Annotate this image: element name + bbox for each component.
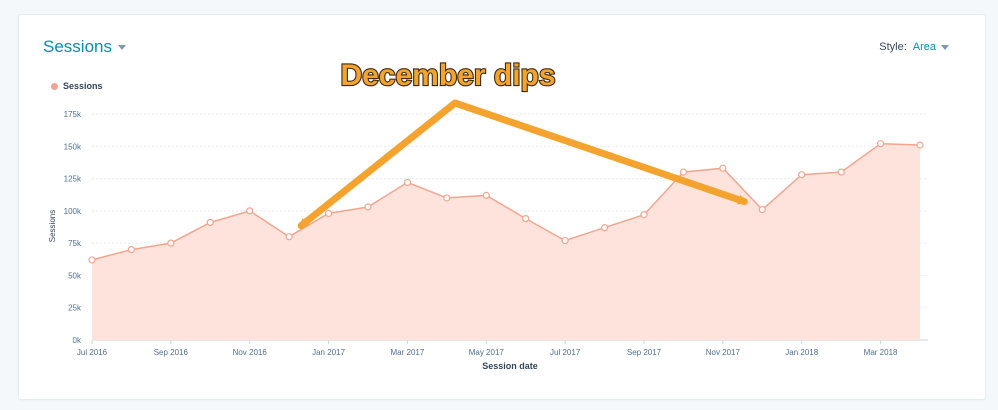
y-tick-label: 0k [73,336,82,345]
axes: 0k 25k 50k 75k 100k 125k 150k 175k Jul 2016 Sep 2… [48,110,898,371]
data-point[interactable] [167,239,175,247]
x-tick-label: Jul 2017 [550,348,581,357]
data-point[interactable] [403,178,412,187]
data-point[interactable] [600,224,609,232]
data-point[interactable] [561,236,569,245]
data-point[interactable] [88,256,96,264]
data-point[interactable] [916,141,924,149]
data-point[interactable] [127,246,136,254]
sessions-line [91,142,921,261]
y-tick-label: 75k [68,239,82,248]
legend-label: Sessions [63,81,103,91]
report-title-dropdown[interactable]: Sessions [43,37,126,57]
data-point[interactable] [206,218,214,227]
report-title: Sessions [43,37,112,56]
annotation-arrow [297,99,459,230]
data-point[interactable] [246,207,254,215]
data-point[interactable] [876,140,885,148]
data-point[interactable] [324,209,333,218]
x-tick-label: May 2017 [469,348,505,357]
legend-marker [51,82,58,90]
style-value[interactable]: Area [912,41,936,53]
x-tick-label: Jan 2017 [312,348,345,357]
sessions-area [92,143,920,340]
x-axis-title: Session date [482,361,538,371]
data-point[interactable] [522,215,530,223]
style-label: Style: [879,41,907,53]
y-tick-label: 50k [68,271,82,280]
x-tick-label: Sep 2017 [627,348,662,357]
y-axis-title: Sessions [48,210,57,242]
data-point[interactable] [443,194,451,202]
x-tick-label: Sep 2016 [154,348,189,357]
data-point[interactable] [285,233,293,241]
x-tick-label: Jul 2016 [77,348,108,357]
y-tick-label: 175k [64,110,82,119]
points-layer [88,140,924,264]
data-point[interactable] [679,168,688,176]
annotation-arrow [451,99,749,206]
chevron-down-icon [117,44,126,50]
data-point[interactable] [837,168,845,176]
x-tick-label: Jan 2018 [785,348,818,357]
annotation-layer: December dips [297,58,749,230]
x-tick-label: Mar 2017 [391,348,425,357]
x-tick-label: Nov 2017 [706,348,741,357]
data-point[interactable] [798,171,806,179]
data-point[interactable] [364,203,372,211]
x-tick-label: Mar 2018 [864,348,898,357]
y-tick-label: 25k [68,304,82,313]
y-tick-label: 150k [64,142,82,151]
y-tick-label: 100k [64,207,82,216]
data-point[interactable] [758,205,766,214]
x-tick-label: Nov 2016 [233,348,268,357]
data-point[interactable] [640,211,648,219]
style-selector[interactable]: Style: Area [879,41,949,53]
chevron-down-icon [941,44,949,50]
y-tick-label: 125k [64,175,82,184]
area-layer [91,142,921,340]
data-point[interactable] [482,191,490,199]
legend: Sessions [51,81,103,91]
annotation-text: December dips [340,59,555,92]
data-point[interactable] [719,164,727,172]
